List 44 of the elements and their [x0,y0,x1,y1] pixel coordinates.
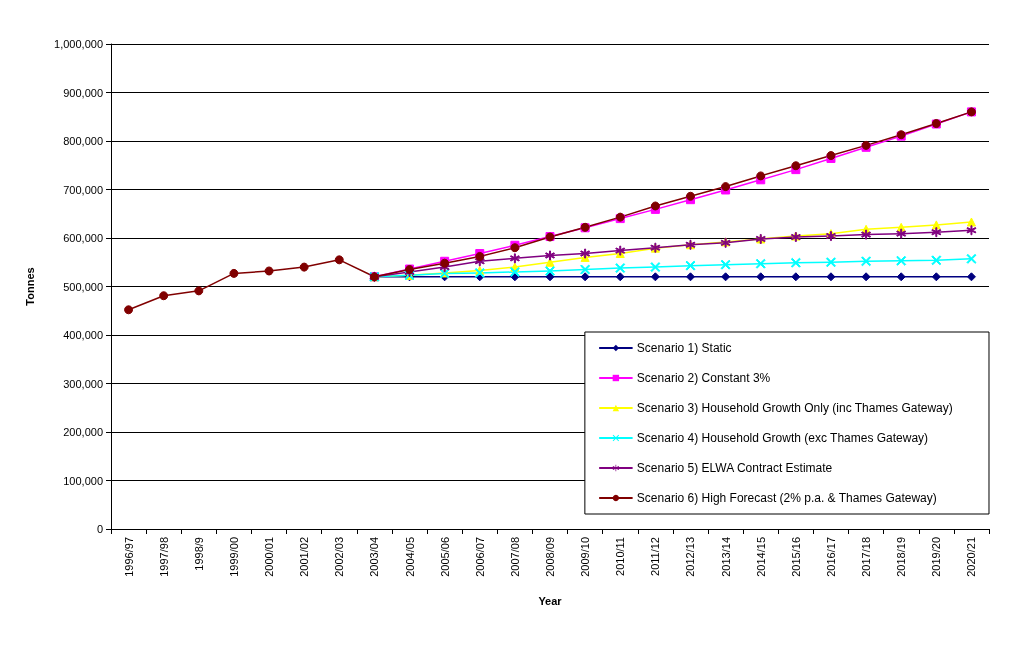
x-tick-label: 2016/17 [824,537,837,577]
y-tick-label: 400,000 [63,329,103,341]
y-tick-label: 600,000 [63,232,103,244]
y-tick-label: 0 [96,523,103,535]
y-tick-label: 300,000 [63,377,103,390]
x-tick-label: 2013/14 [719,537,732,577]
x-tick-label: 2018/19 [895,537,908,577]
x-tick-label: 2003/04 [368,537,381,577]
x-axis-title: Year [538,594,563,607]
y-tick-label: 500,000 [63,280,103,293]
x-tick-label: 2009/10 [579,537,592,577]
legend-label: Scenario 4) Household Growth (exc Thames Gateway) [636,431,929,445]
y-tick-label: 900,000 [63,86,103,99]
x-tick-label: 2007/08 [508,537,521,577]
legend-label: Scenario 5) ELWA Contract Estimate [636,461,833,475]
x-tick-label: 1998/9 [192,537,205,571]
x-tick-label: 2005/06 [438,537,451,577]
y-tick-label: 1,000,000 [54,38,103,50]
x-tick-label: 1999/00 [227,537,240,577]
y-tick-label: 800,000 [63,135,103,147]
x-tick-label: 1996/97 [122,537,135,577]
x-tick-label: 2015/16 [789,537,802,577]
y-tick-label: 100,000 [63,474,103,487]
x-tick-label: 2014/15 [754,537,767,577]
x-tick-label: 2012/13 [684,537,697,577]
x-tick-label: 1997/98 [157,537,170,577]
x-tick-label: 2004/05 [403,537,416,577]
x-tick-label: 2002/03 [333,537,346,577]
x-tick-label: 2020/21 [965,537,978,577]
x-tick-label: 2008/09 [544,537,556,577]
legend-label: Scenario 2) Constant 3% [636,371,771,385]
y-tick-label: 200,000 [63,426,103,438]
x-tick-label: 2001/02 [298,537,311,577]
legend-label: Scenario 1) Static [636,341,732,355]
legend-label: Scenario 6) High Forecast (2% p.a. & Thames Gateway) [636,491,937,505]
x-tick-label: 2000/01 [263,537,276,577]
legend-label: Scenario 3) Household Growth Only (inc Thames Gateway) [636,401,953,415]
x-tick-label: 2011/12 [649,537,662,576]
y-tick-label: 700,000 [63,183,103,196]
x-tick-label: 2017/18 [860,537,873,577]
x-tick-label: 2006/07 [473,537,486,577]
x-tick-label: 2019/20 [930,537,943,577]
x-tick-label: 2010/11 [614,537,627,576]
y-axis-title: Tonnes [23,267,36,306]
